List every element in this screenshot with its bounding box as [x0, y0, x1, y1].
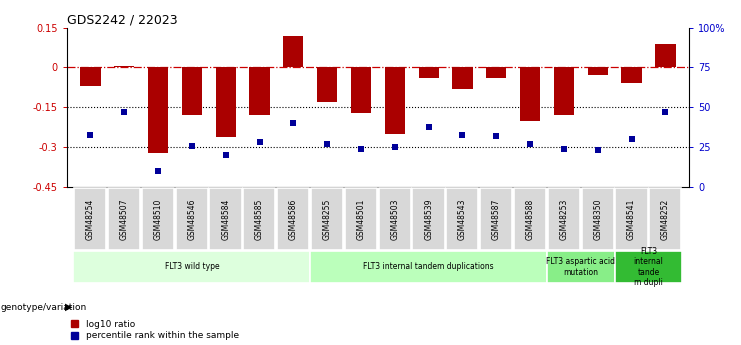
Text: GDS2242 / 22023: GDS2242 / 22023 — [67, 13, 177, 27]
FancyBboxPatch shape — [310, 251, 547, 283]
Bar — [554, 68, 574, 115]
Text: GSM48546: GSM48546 — [187, 198, 196, 240]
FancyBboxPatch shape — [379, 188, 411, 250]
Text: FLT3 internal tandem duplications: FLT3 internal tandem duplications — [363, 263, 494, 272]
FancyBboxPatch shape — [446, 188, 479, 250]
Text: GSM48539: GSM48539 — [424, 198, 433, 240]
FancyBboxPatch shape — [73, 251, 310, 283]
Text: FLT3 wild type: FLT3 wild type — [165, 263, 219, 272]
Text: GSM48507: GSM48507 — [120, 198, 129, 240]
Bar — [622, 68, 642, 83]
Point — [456, 132, 468, 137]
FancyBboxPatch shape — [74, 188, 106, 250]
FancyBboxPatch shape — [345, 188, 377, 250]
Point — [625, 137, 637, 142]
Text: GSM48541: GSM48541 — [627, 198, 636, 240]
Text: GSM48253: GSM48253 — [559, 198, 568, 240]
Bar — [250, 68, 270, 115]
Bar — [655, 43, 676, 68]
Text: GSM48255: GSM48255 — [322, 198, 332, 240]
Point — [659, 109, 671, 115]
Bar — [452, 68, 473, 89]
FancyBboxPatch shape — [413, 188, 445, 250]
Text: ▶: ▶ — [65, 302, 73, 312]
Text: FLT3 aspartic acid
mutation: FLT3 aspartic acid mutation — [546, 257, 615, 277]
Point — [288, 120, 299, 126]
Bar — [520, 68, 540, 121]
Point — [558, 146, 570, 151]
Text: GSM48254: GSM48254 — [86, 198, 95, 240]
Text: GSM48350: GSM48350 — [594, 198, 602, 240]
Bar — [182, 68, 202, 115]
FancyBboxPatch shape — [548, 188, 580, 250]
Bar — [317, 68, 337, 102]
Bar — [350, 68, 371, 113]
Text: GSM48501: GSM48501 — [356, 198, 365, 240]
Point — [592, 148, 604, 153]
Bar — [588, 68, 608, 76]
Point — [220, 152, 232, 158]
Bar — [114, 66, 134, 68]
Text: GSM48543: GSM48543 — [458, 198, 467, 240]
Point — [152, 168, 164, 174]
Legend: log10 ratio, percentile rank within the sample: log10 ratio, percentile rank within the … — [71, 320, 239, 341]
Bar — [216, 68, 236, 137]
Bar — [486, 68, 506, 78]
Bar — [80, 68, 101, 86]
Point — [491, 133, 502, 139]
Text: FLT3
internal
tande
m dupli: FLT3 internal tande m dupli — [634, 247, 663, 287]
Text: GSM48510: GSM48510 — [153, 198, 162, 240]
FancyBboxPatch shape — [311, 188, 343, 250]
FancyBboxPatch shape — [514, 188, 546, 250]
FancyBboxPatch shape — [615, 188, 648, 250]
FancyBboxPatch shape — [649, 188, 682, 250]
FancyBboxPatch shape — [480, 188, 512, 250]
FancyBboxPatch shape — [108, 188, 140, 250]
Text: GSM48585: GSM48585 — [255, 198, 264, 240]
Text: GSM48586: GSM48586 — [289, 198, 298, 240]
FancyBboxPatch shape — [243, 188, 276, 250]
Point — [119, 109, 130, 115]
Text: GSM48252: GSM48252 — [661, 198, 670, 240]
Bar — [385, 68, 405, 134]
Text: GSM48584: GSM48584 — [221, 198, 230, 240]
Point — [355, 146, 367, 151]
Point — [524, 141, 536, 147]
Bar — [283, 36, 304, 68]
FancyBboxPatch shape — [582, 188, 614, 250]
FancyBboxPatch shape — [615, 251, 682, 283]
FancyBboxPatch shape — [547, 251, 615, 283]
Text: GSM48588: GSM48588 — [525, 198, 535, 240]
Point — [84, 132, 96, 137]
Bar — [148, 68, 168, 152]
Point — [322, 141, 333, 147]
FancyBboxPatch shape — [210, 188, 242, 250]
Point — [422, 124, 434, 129]
Text: genotype/variation: genotype/variation — [1, 303, 87, 312]
FancyBboxPatch shape — [176, 188, 207, 250]
Text: GSM48503: GSM48503 — [391, 198, 399, 240]
FancyBboxPatch shape — [142, 188, 174, 250]
FancyBboxPatch shape — [277, 188, 309, 250]
Bar — [419, 68, 439, 78]
Point — [253, 140, 265, 145]
Point — [186, 143, 198, 148]
Point — [389, 145, 401, 150]
Text: GSM48587: GSM48587 — [492, 198, 501, 240]
